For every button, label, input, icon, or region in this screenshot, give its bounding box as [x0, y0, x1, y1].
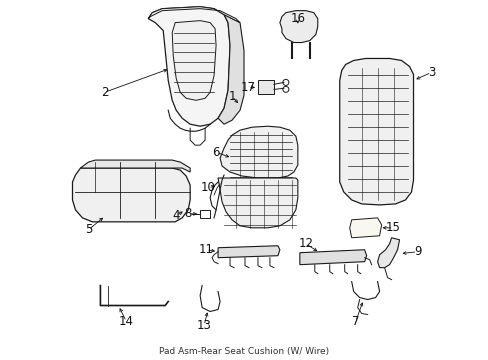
Polygon shape [218, 178, 297, 228]
Polygon shape [279, 11, 317, 42]
Text: 2: 2 [101, 86, 108, 99]
Text: 6: 6 [212, 145, 220, 159]
Text: Pad Asm-Rear Seat Cushion (W/ Wire): Pad Asm-Rear Seat Cushion (W/ Wire) [159, 347, 328, 356]
Text: 17: 17 [240, 81, 255, 94]
Polygon shape [220, 126, 297, 178]
Polygon shape [200, 210, 210, 218]
Circle shape [283, 80, 288, 85]
Text: 13: 13 [196, 319, 211, 332]
Polygon shape [339, 58, 413, 205]
Polygon shape [148, 7, 229, 126]
Polygon shape [377, 238, 399, 268]
Ellipse shape [368, 175, 386, 185]
Ellipse shape [368, 140, 386, 150]
Text: 11: 11 [198, 243, 213, 256]
Polygon shape [172, 21, 216, 100]
Text: 7: 7 [351, 315, 359, 328]
Polygon shape [72, 168, 190, 222]
Polygon shape [218, 246, 279, 258]
Polygon shape [148, 7, 240, 23]
Text: 12: 12 [298, 237, 313, 250]
Polygon shape [349, 218, 381, 238]
Text: 3: 3 [427, 66, 434, 79]
Text: 10: 10 [200, 181, 215, 194]
Text: 4: 4 [172, 210, 180, 222]
Polygon shape [218, 15, 244, 124]
Polygon shape [258, 80, 273, 94]
Polygon shape [81, 160, 190, 172]
Text: 8: 8 [184, 207, 191, 220]
Text: 5: 5 [84, 223, 92, 236]
Text: 16: 16 [290, 12, 305, 25]
Text: 9: 9 [413, 245, 420, 258]
Ellipse shape [368, 100, 386, 110]
Text: 15: 15 [386, 221, 400, 234]
Polygon shape [299, 250, 366, 265]
Text: 14: 14 [119, 315, 134, 328]
Text: 1: 1 [228, 90, 235, 103]
Circle shape [283, 86, 288, 92]
